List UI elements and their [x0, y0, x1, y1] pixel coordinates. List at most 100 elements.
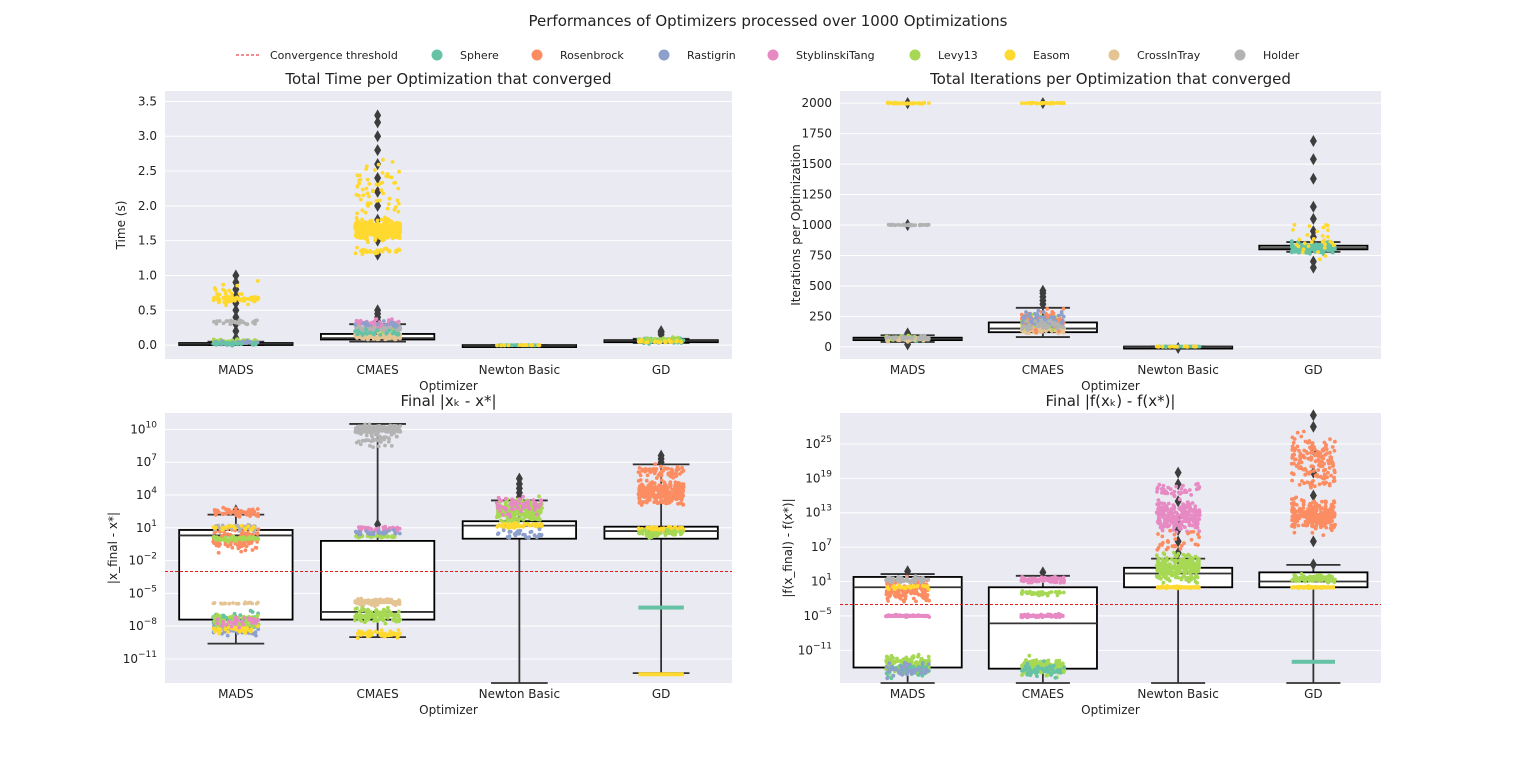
- data-point-easom: [390, 231, 394, 235]
- y-tick-label: 0: [824, 340, 832, 354]
- tick-base: 10: [136, 521, 151, 535]
- data-point-styblinskitang: [516, 506, 520, 511]
- data-point-easom: [385, 233, 390, 238]
- outlier-marker: [374, 172, 382, 185]
- data-point-holder: [1056, 322, 1061, 327]
- data-point-sphere: [211, 341, 216, 346]
- data-point-crossintray: [394, 336, 399, 341]
- data-point-rastigrin: [495, 532, 500, 536]
- data-point-rastigrin: [225, 633, 230, 638]
- data-point-styblinskitang: [514, 500, 518, 504]
- x-tick-label-mads: MADS: [218, 687, 253, 701]
- data-point-levy13: [672, 528, 677, 533]
- data-point-levy13: [386, 534, 391, 539]
- data-point-easom: [1297, 237, 1302, 242]
- data-point-easom: [355, 211, 359, 216]
- tick-exponent: 7: [151, 453, 157, 463]
- tick-base: 10: [805, 506, 820, 520]
- tick-exponent: 10: [146, 420, 158, 430]
- data-point-styblinskitang: [396, 319, 401, 324]
- data-point-rosenbrock: [670, 497, 674, 502]
- data-point-holder: [228, 322, 233, 327]
- data-point-holder: [1039, 318, 1044, 322]
- data-point-rosenbrock: [218, 542, 223, 546]
- data-point-holder: [1047, 319, 1051, 324]
- data-point-holder: [891, 579, 895, 583]
- data-point-holder: [388, 428, 393, 432]
- data-point-holder: [913, 574, 918, 578]
- legend-item-rastigrin: Rastigrin: [658, 49, 736, 62]
- data-point-rosenbrock: [647, 468, 652, 473]
- data-point-easom: [239, 292, 244, 296]
- data-point-levy13: [886, 657, 890, 662]
- data-point-levy13: [359, 614, 364, 619]
- data-point-easom: [377, 198, 382, 203]
- legend-label: Rastigrin: [687, 49, 736, 62]
- y-axis-label: Time (s): [114, 201, 128, 251]
- data-point-rosenbrock: [641, 500, 645, 504]
- data-point-easom: [385, 172, 390, 176]
- data-point-easom: [523, 522, 528, 527]
- data-point-easom: [376, 227, 381, 232]
- legend-item-levy13: Levy13: [909, 49, 978, 62]
- data-point-easom: [360, 208, 365, 213]
- data-point-easom: [368, 248, 372, 253]
- legend-label: CrossInTray: [1137, 49, 1201, 62]
- data-point-easom: [395, 635, 400, 640]
- x-axis-label: Optimizer: [419, 703, 478, 717]
- outlier-marker: [232, 325, 240, 338]
- data-point-easom: [355, 173, 360, 178]
- data-point-holder: [370, 434, 374, 439]
- data-point-easom: [229, 524, 233, 529]
- data-point-levy13: [394, 613, 399, 618]
- data-point-levy13: [386, 608, 391, 613]
- data-point-easom: [887, 101, 892, 105]
- data-point-rosenbrock: [235, 543, 240, 547]
- data-point-holder: [906, 579, 911, 584]
- data-point-easom: [253, 295, 258, 299]
- data-point-levy13: [537, 517, 542, 521]
- data-point-easom: [379, 188, 384, 193]
- data-point-easom: [514, 521, 519, 526]
- tick-exponent: 19: [821, 469, 833, 479]
- data-point-rosenbrock: [243, 548, 248, 553]
- data-point-styblinskitang: [215, 617, 220, 622]
- data-point-holder: [395, 434, 399, 439]
- y-tick-label: 750: [809, 248, 832, 262]
- data-point-easom: [1172, 345, 1177, 349]
- data-point-holder: [920, 577, 925, 581]
- data-point-styblinskitang: [534, 512, 539, 517]
- data-point-sphere: [384, 331, 389, 336]
- data-point-rosenbrock: [915, 591, 919, 595]
- data-point-rastigrin: [382, 319, 386, 323]
- data-point-rosenbrock: [663, 492, 668, 497]
- data-point-levy13: [362, 620, 367, 624]
- data-point-styblinskitang: [240, 619, 244, 624]
- legend-item-crossintray: CrossInTray: [1108, 49, 1201, 62]
- data-point-easom: [223, 291, 228, 296]
- x-tick-label-gd: GD: [652, 687, 671, 701]
- y-tick-label: 1.5: [138, 234, 157, 248]
- data-point-styblinskitang: [500, 512, 505, 517]
- data-point-easom: [374, 199, 379, 203]
- tick-exponent: −8: [144, 617, 158, 627]
- data-point-easom: [224, 303, 229, 308]
- data-point-easom: [361, 193, 366, 198]
- data-point-easom: [1160, 344, 1165, 349]
- data-point-rastigrin: [1028, 315, 1033, 320]
- data-point-holder: [394, 424, 399, 428]
- data-point-easom: [922, 100, 927, 105]
- data-point-sphere: [372, 332, 376, 337]
- data-point-rosenbrock: [237, 510, 242, 514]
- data-point-easom: [365, 227, 370, 231]
- data-point-levy13: [495, 514, 500, 519]
- data-point-rosenbrock: [254, 546, 259, 550]
- y-axis-label: |f(x_final) - f(x*)|: [781, 498, 795, 597]
- y-tick-label: 107: [811, 538, 832, 554]
- outlier-marker: [374, 304, 382, 317]
- data-point-easom: [365, 234, 369, 239]
- x-tick-label-mads: MADS: [890, 687, 925, 701]
- data-point-holder: [377, 426, 382, 431]
- legend-dot-marker: [531, 49, 543, 61]
- data-point-holder: [1037, 324, 1041, 328]
